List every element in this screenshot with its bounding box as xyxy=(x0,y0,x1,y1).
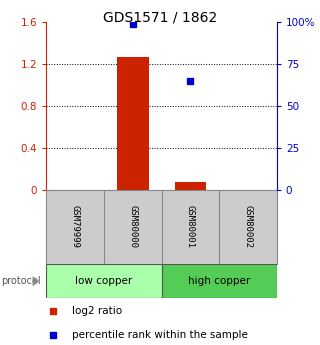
Text: GSM80000: GSM80000 xyxy=(128,205,137,248)
Bar xyxy=(175,183,206,190)
Text: GSM80002: GSM80002 xyxy=(244,205,252,248)
Bar xyxy=(117,57,149,190)
Bar xyxy=(162,264,277,298)
Text: GDS1571 / 1862: GDS1571 / 1862 xyxy=(103,10,217,24)
Bar xyxy=(46,264,162,298)
Text: log2 ratio: log2 ratio xyxy=(72,306,122,316)
Text: GSM79999: GSM79999 xyxy=(71,205,80,248)
Text: protocol: protocol xyxy=(2,276,41,286)
Text: high copper: high copper xyxy=(188,276,250,286)
Text: GSM80001: GSM80001 xyxy=(186,205,195,248)
Text: percentile rank within the sample: percentile rank within the sample xyxy=(72,330,248,340)
Text: low copper: low copper xyxy=(76,276,132,286)
